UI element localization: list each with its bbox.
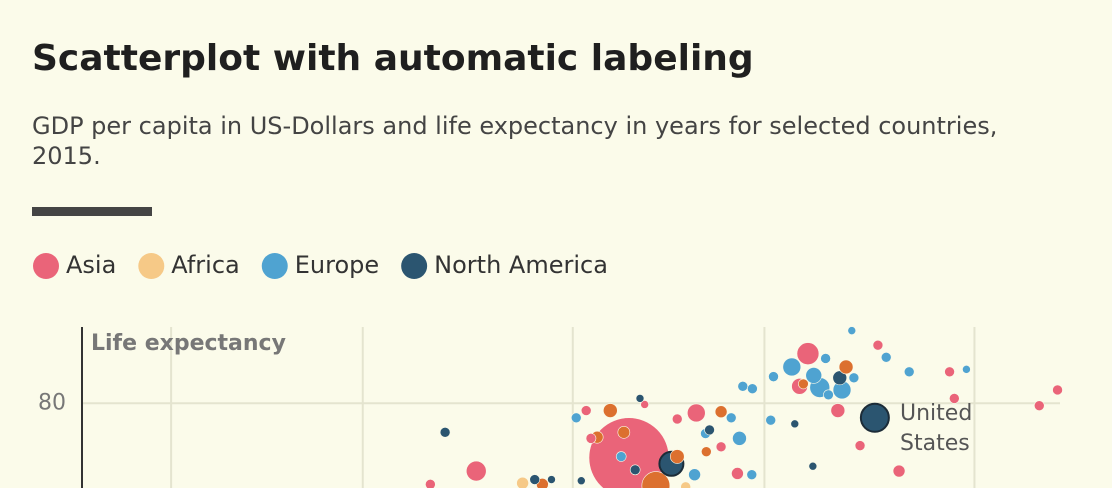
chart-title: Scatterplot with automatic labeling xyxy=(32,38,754,79)
data-point xyxy=(529,474,541,485)
data-point xyxy=(603,403,618,418)
data-point xyxy=(731,467,744,480)
legend: Asia Africa Europe North America xyxy=(33,251,608,279)
data-point xyxy=(635,394,645,403)
data-point xyxy=(688,468,701,481)
legend-swatch xyxy=(138,253,165,279)
data-point xyxy=(798,378,809,390)
data-point xyxy=(805,367,823,384)
data-point xyxy=(1033,400,1045,411)
title-rule xyxy=(32,207,152,216)
y-axis-title: Life expectancy xyxy=(91,331,286,356)
data-point xyxy=(580,405,592,416)
data-point xyxy=(808,461,818,471)
data-point xyxy=(790,419,800,429)
data-point xyxy=(880,351,892,363)
data-point xyxy=(701,446,712,457)
legend-label: Asia xyxy=(66,251,116,279)
legend-swatch xyxy=(261,253,288,279)
legend-label: Africa xyxy=(171,251,239,279)
data-point xyxy=(715,441,727,453)
data-point xyxy=(576,476,586,486)
data-point xyxy=(641,471,671,488)
data-point xyxy=(465,460,487,482)
data-point xyxy=(617,426,631,439)
data-point xyxy=(820,353,831,364)
chart-subtitle: GDP per capita in US-Dollars and life ex… xyxy=(32,112,997,170)
data-point xyxy=(746,469,758,480)
data-point xyxy=(615,451,627,462)
data-point xyxy=(859,402,890,433)
data-point xyxy=(585,433,597,444)
data-point xyxy=(854,440,866,451)
data-point xyxy=(903,366,915,378)
data-point xyxy=(704,424,715,436)
data-point xyxy=(570,412,582,424)
data-point xyxy=(782,357,802,377)
legend-swatch xyxy=(33,253,59,279)
y-tick-label: 80 xyxy=(38,390,66,415)
data-point xyxy=(629,464,641,476)
data-point xyxy=(425,479,436,488)
data-point xyxy=(439,427,451,438)
data-point xyxy=(747,383,758,395)
data-point xyxy=(765,414,777,426)
data-point xyxy=(830,403,846,418)
data-point xyxy=(962,365,971,374)
data-point xyxy=(732,431,747,446)
data-point xyxy=(1052,384,1063,396)
data-point xyxy=(832,370,848,386)
data-point xyxy=(892,464,906,478)
annotation: United States xyxy=(900,401,972,456)
data-point xyxy=(872,339,884,351)
plot-area: 80 Life expectancy United States xyxy=(38,326,1063,488)
legend-swatch xyxy=(401,253,428,279)
data-point xyxy=(838,359,854,375)
data-point xyxy=(796,342,820,365)
data-point xyxy=(671,413,683,425)
data-point xyxy=(686,403,706,423)
data-point xyxy=(680,481,691,488)
data-point xyxy=(823,389,834,401)
data-point xyxy=(669,449,685,464)
legend-label: North America xyxy=(434,251,608,279)
data-point xyxy=(944,366,955,378)
data-point xyxy=(714,405,728,419)
data-point xyxy=(949,393,960,404)
data-point xyxy=(847,326,857,335)
data-point xyxy=(725,412,737,424)
data-point xyxy=(768,371,779,382)
data-point xyxy=(547,475,556,484)
legend-label: Europe xyxy=(295,251,379,279)
data-point xyxy=(737,381,749,392)
data-point xyxy=(640,400,649,409)
data-point xyxy=(848,372,860,384)
data-point xyxy=(516,476,529,488)
